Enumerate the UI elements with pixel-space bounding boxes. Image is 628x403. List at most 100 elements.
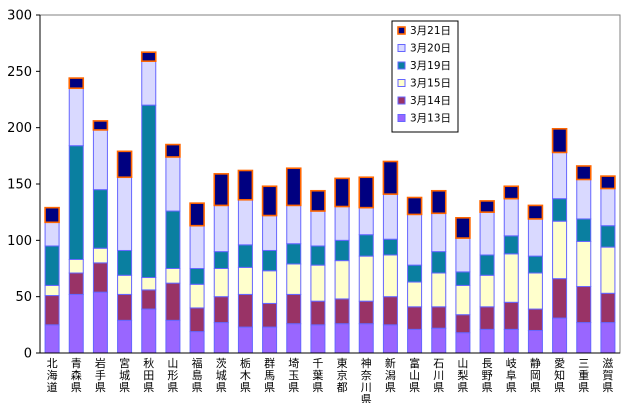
bar-segment — [286, 293, 302, 325]
bar-segment — [117, 249, 133, 276]
bar-segment — [310, 324, 326, 354]
x-tick-label: 栃木県 — [240, 356, 251, 394]
bar-segment — [117, 274, 133, 295]
bar-segment — [262, 249, 278, 272]
bar-segment — [117, 293, 133, 321]
bar-segment — [92, 120, 109, 131]
legend-swatch — [397, 114, 406, 122]
bar-segment — [285, 167, 302, 207]
x-tick-label: 岐阜県 — [506, 357, 517, 394]
bar-stack — [600, 175, 616, 354]
bar-segment — [503, 253, 519, 303]
legend-swatch — [397, 96, 406, 105]
bar-segment — [527, 329, 543, 354]
bar-segment — [600, 322, 616, 354]
bar-segment — [503, 328, 519, 354]
legend-label: 3月20日 — [410, 43, 451, 55]
bar-segment — [479, 274, 495, 308]
bar-segment — [68, 77, 85, 90]
bar-segment — [310, 245, 326, 266]
bar-segment — [286, 263, 302, 295]
bar-segment — [116, 150, 133, 179]
bar-segment — [455, 284, 471, 316]
x-tick-label: 千葉県 — [312, 357, 323, 394]
bar-segment — [407, 213, 423, 266]
x-tick-label: 山形県 — [167, 357, 178, 394]
bar-segment — [407, 328, 423, 354]
bar-stack — [285, 167, 302, 354]
bar-segment — [600, 292, 616, 324]
bar-stack — [310, 189, 326, 354]
bar-segment — [527, 255, 543, 274]
bar-segment — [262, 215, 278, 251]
bar-segment — [407, 264, 423, 283]
bar-segment — [551, 127, 568, 154]
legend-label: 3月19日 — [410, 60, 451, 72]
bar-stack — [575, 165, 592, 354]
bar-stack — [455, 217, 471, 354]
bar-segment — [552, 278, 568, 319]
legend-item: 3月19日 — [397, 60, 451, 72]
bar-stack — [406, 196, 423, 354]
x-tick-label: 富山県 — [409, 356, 420, 394]
bar-segment — [358, 300, 374, 325]
bar-segment — [479, 306, 495, 330]
bar-segment — [165, 143, 181, 158]
bar-segment — [286, 243, 302, 265]
legend-item: 3月14日 — [397, 95, 451, 107]
bar-segment — [237, 199, 253, 246]
bar-segment — [382, 296, 398, 326]
bar-stack — [503, 185, 520, 354]
legend: 3月21日 3月20日 3月19日 3月15日 3月14日 3月13日 — [391, 20, 459, 133]
legend-item: 3月21日 — [397, 25, 451, 37]
bar-segment — [117, 319, 133, 354]
bar-stacks — [44, 51, 616, 354]
bar-segment — [44, 295, 60, 326]
legend-box — [391, 20, 459, 133]
legend-item: 3月20日 — [397, 43, 451, 55]
bar-segment — [189, 331, 205, 354]
bar-segment — [358, 234, 374, 257]
bar-segment — [165, 319, 181, 354]
legend-swatch — [397, 79, 406, 87]
bar-segment — [527, 272, 543, 310]
bar-stack — [261, 185, 278, 354]
bar-stack — [551, 127, 568, 354]
bar-stack — [92, 120, 109, 354]
bar-segment — [600, 225, 616, 248]
bar-segment — [189, 283, 205, 309]
bar-segment — [44, 206, 60, 224]
bar-segment — [262, 326, 278, 354]
bar-segment — [479, 211, 495, 256]
bar-segment — [68, 87, 84, 147]
y-tick-label: 0 — [24, 347, 32, 362]
bar-stack — [237, 169, 254, 354]
bar-segment — [44, 245, 60, 286]
x-tick-label: 茨城県 — [216, 356, 227, 394]
x-tick-label: 群馬県 — [264, 356, 275, 394]
bar-stack — [527, 204, 544, 354]
bar-segment — [576, 286, 592, 324]
bar-segment — [431, 306, 447, 329]
bar-segment — [262, 302, 278, 328]
bar-stack — [334, 177, 350, 354]
legend-label: 3月14日 — [410, 95, 451, 107]
bar-segment — [68, 145, 84, 260]
x-tick-label: 三重県 — [578, 357, 589, 394]
bar-segment — [334, 323, 350, 354]
bar-segment — [600, 175, 616, 190]
x-axis: 北海道 青森県 岩手県 宮城県 秋田県 山形県 福島県 茨城県 栃木県 群馬県 埼玉県 千葉県 東京都 神… — [40, 352, 620, 403]
bar-segment — [479, 328, 495, 354]
bar-segment — [68, 258, 84, 274]
bar-segment — [406, 196, 423, 216]
bar-segment — [92, 129, 108, 191]
bar-segment — [455, 271, 471, 286]
bar-stack — [44, 206, 60, 354]
x-tick-label: 青森県 — [71, 357, 82, 394]
bar-segment — [189, 202, 205, 227]
legend-item: 3月13日 — [397, 113, 451, 125]
bar-segment — [334, 260, 350, 300]
bar-segment — [455, 237, 471, 273]
bar-segment — [576, 240, 592, 288]
bar-segment — [407, 281, 423, 308]
